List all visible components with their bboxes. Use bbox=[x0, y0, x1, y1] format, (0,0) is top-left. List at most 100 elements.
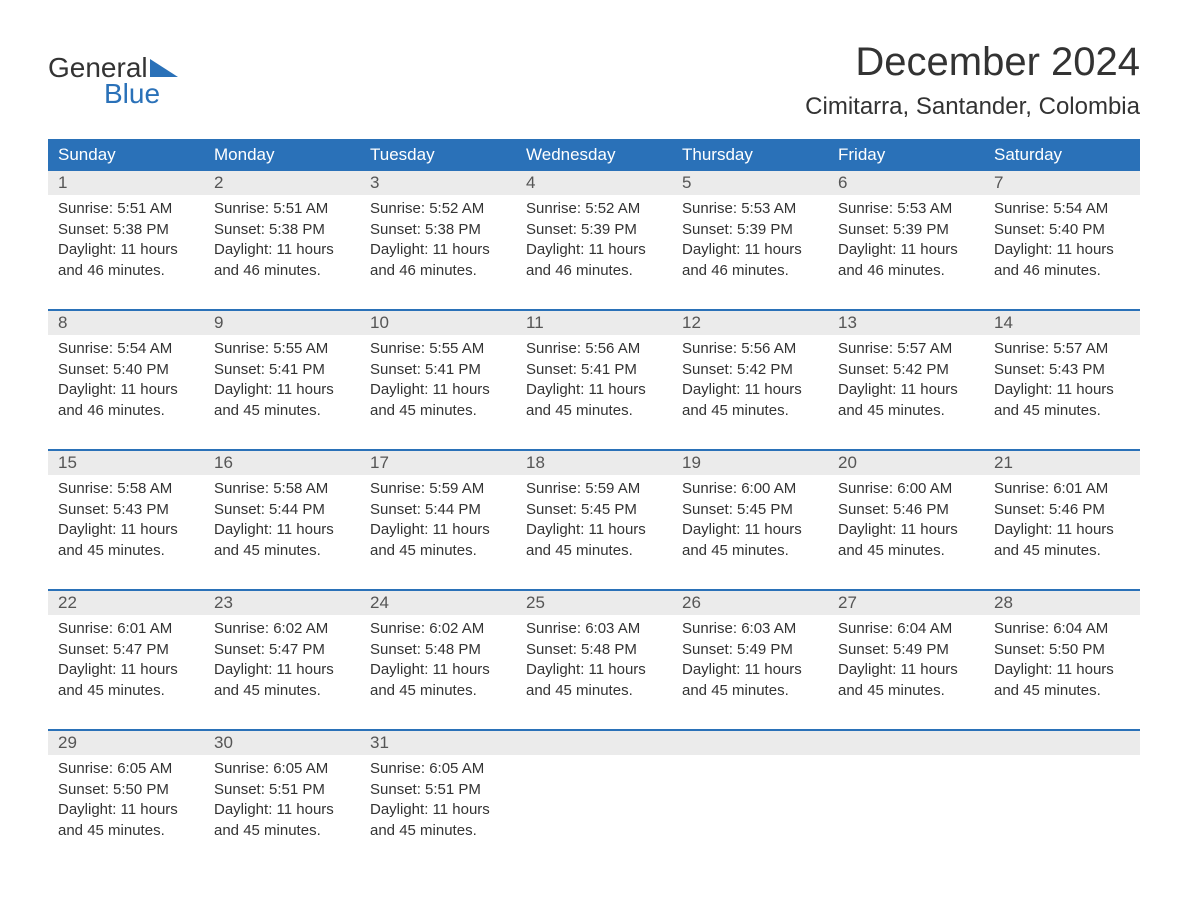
day-header: Wednesday bbox=[516, 139, 672, 171]
sunset-text: Sunset: 5:49 PM bbox=[838, 640, 974, 660]
sunrise-text: Sunrise: 5:52 AM bbox=[370, 199, 506, 219]
sunrise-text: Sunrise: 5:54 AM bbox=[994, 199, 1130, 219]
day-number: 3 bbox=[360, 171, 516, 195]
cell-body: Sunrise: 5:51 AMSunset: 5:38 PMDaylight:… bbox=[48, 195, 204, 289]
sunrise-text: Sunrise: 5:57 AM bbox=[838, 339, 974, 359]
sunset-text: Sunset: 5:39 PM bbox=[526, 220, 662, 240]
day-number: 16 bbox=[204, 451, 360, 475]
daylight1-text: Daylight: 11 hours bbox=[370, 240, 506, 260]
daylight2-text: and 45 minutes. bbox=[994, 401, 1130, 421]
calendar-cell: 16Sunrise: 5:58 AMSunset: 5:44 PMDayligh… bbox=[204, 451, 360, 569]
cell-body: Sunrise: 6:00 AMSunset: 5:45 PMDaylight:… bbox=[672, 475, 828, 569]
calendar-cell: 21Sunrise: 6:01 AMSunset: 5:46 PMDayligh… bbox=[984, 451, 1140, 569]
daylight2-text: and 46 minutes. bbox=[58, 261, 194, 281]
daylight2-text: and 45 minutes. bbox=[370, 401, 506, 421]
calendar-cell: 17Sunrise: 5:59 AMSunset: 5:44 PMDayligh… bbox=[360, 451, 516, 569]
cell-body: Sunrise: 6:01 AMSunset: 5:47 PMDaylight:… bbox=[48, 615, 204, 709]
calendar-cell bbox=[828, 731, 984, 849]
sunset-text: Sunset: 5:47 PM bbox=[214, 640, 350, 660]
daylight1-text: Daylight: 11 hours bbox=[994, 520, 1130, 540]
daylight2-text: and 45 minutes. bbox=[370, 821, 506, 841]
sunset-text: Sunset: 5:41 PM bbox=[214, 360, 350, 380]
daylight1-text: Daylight: 11 hours bbox=[370, 660, 506, 680]
calendar-cell: 2Sunrise: 5:51 AMSunset: 5:38 PMDaylight… bbox=[204, 171, 360, 289]
day-header-row: SundayMondayTuesdayWednesdayThursdayFrid… bbox=[48, 139, 1140, 171]
calendar-cell: 5Sunrise: 5:53 AMSunset: 5:39 PMDaylight… bbox=[672, 171, 828, 289]
week-row: 1Sunrise: 5:51 AMSunset: 5:38 PMDaylight… bbox=[48, 171, 1140, 289]
sunrise-text: Sunrise: 6:05 AM bbox=[214, 759, 350, 779]
calendar-cell: 28Sunrise: 6:04 AMSunset: 5:50 PMDayligh… bbox=[984, 591, 1140, 709]
calendar-cell: 1Sunrise: 5:51 AMSunset: 5:38 PMDaylight… bbox=[48, 171, 204, 289]
sunrise-text: Sunrise: 6:04 AM bbox=[838, 619, 974, 639]
cell-body: Sunrise: 5:53 AMSunset: 5:39 PMDaylight:… bbox=[828, 195, 984, 289]
daylight2-text: and 45 minutes. bbox=[838, 401, 974, 421]
sunrise-text: Sunrise: 5:51 AM bbox=[214, 199, 350, 219]
day-number: 31 bbox=[360, 731, 516, 755]
sunrise-text: Sunrise: 5:53 AM bbox=[682, 199, 818, 219]
daylight1-text: Daylight: 11 hours bbox=[58, 520, 194, 540]
day-number: 10 bbox=[360, 311, 516, 335]
cell-body: Sunrise: 6:02 AMSunset: 5:47 PMDaylight:… bbox=[204, 615, 360, 709]
daylight1-text: Daylight: 11 hours bbox=[214, 800, 350, 820]
cell-body: Sunrise: 5:57 AMSunset: 5:43 PMDaylight:… bbox=[984, 335, 1140, 429]
sunset-text: Sunset: 5:46 PM bbox=[994, 500, 1130, 520]
sunrise-text: Sunrise: 5:59 AM bbox=[526, 479, 662, 499]
page-header: General Blue December 2024 Cimitarra, Sa… bbox=[48, 40, 1140, 121]
cell-body: Sunrise: 5:59 AMSunset: 5:44 PMDaylight:… bbox=[360, 475, 516, 569]
daylight1-text: Daylight: 11 hours bbox=[526, 520, 662, 540]
calendar-cell: 31Sunrise: 6:05 AMSunset: 5:51 PMDayligh… bbox=[360, 731, 516, 849]
calendar-cell: 3Sunrise: 5:52 AMSunset: 5:38 PMDaylight… bbox=[360, 171, 516, 289]
cell-body: Sunrise: 5:52 AMSunset: 5:38 PMDaylight:… bbox=[360, 195, 516, 289]
sunrise-text: Sunrise: 6:05 AM bbox=[58, 759, 194, 779]
daylight2-text: and 45 minutes. bbox=[526, 401, 662, 421]
daylight2-text: and 45 minutes. bbox=[682, 401, 818, 421]
day-number: 25 bbox=[516, 591, 672, 615]
daylight2-text: and 45 minutes. bbox=[58, 821, 194, 841]
sunrise-text: Sunrise: 6:02 AM bbox=[214, 619, 350, 639]
day-number bbox=[828, 731, 984, 755]
sunset-text: Sunset: 5:42 PM bbox=[682, 360, 818, 380]
calendar-cell: 18Sunrise: 5:59 AMSunset: 5:45 PMDayligh… bbox=[516, 451, 672, 569]
sunset-text: Sunset: 5:42 PM bbox=[838, 360, 974, 380]
sunset-text: Sunset: 5:50 PM bbox=[994, 640, 1130, 660]
calendar-cell: 23Sunrise: 6:02 AMSunset: 5:47 PMDayligh… bbox=[204, 591, 360, 709]
calendar-cell: 24Sunrise: 6:02 AMSunset: 5:48 PMDayligh… bbox=[360, 591, 516, 709]
sunset-text: Sunset: 5:47 PM bbox=[58, 640, 194, 660]
day-number bbox=[984, 731, 1140, 755]
calendar-cell: 13Sunrise: 5:57 AMSunset: 5:42 PMDayligh… bbox=[828, 311, 984, 429]
day-number: 27 bbox=[828, 591, 984, 615]
daylight2-text: and 45 minutes. bbox=[682, 541, 818, 561]
cell-body: Sunrise: 6:05 AMSunset: 5:51 PMDaylight:… bbox=[204, 755, 360, 849]
daylight1-text: Daylight: 11 hours bbox=[838, 520, 974, 540]
calendar-cell: 22Sunrise: 6:01 AMSunset: 5:47 PMDayligh… bbox=[48, 591, 204, 709]
sunset-text: Sunset: 5:43 PM bbox=[994, 360, 1130, 380]
cell-body: Sunrise: 6:03 AMSunset: 5:48 PMDaylight:… bbox=[516, 615, 672, 709]
day-number: 6 bbox=[828, 171, 984, 195]
calendar-cell bbox=[984, 731, 1140, 849]
daylight2-text: and 46 minutes. bbox=[58, 401, 194, 421]
sunrise-text: Sunrise: 5:54 AM bbox=[58, 339, 194, 359]
daylight1-text: Daylight: 11 hours bbox=[682, 660, 818, 680]
daylight2-text: and 45 minutes. bbox=[58, 681, 194, 701]
title-block: December 2024 Cimitarra, Santander, Colo… bbox=[805, 40, 1140, 121]
daylight1-text: Daylight: 11 hours bbox=[838, 660, 974, 680]
calendar-cell: 6Sunrise: 5:53 AMSunset: 5:39 PMDaylight… bbox=[828, 171, 984, 289]
cell-body: Sunrise: 5:51 AMSunset: 5:38 PMDaylight:… bbox=[204, 195, 360, 289]
daylight2-text: and 45 minutes. bbox=[370, 681, 506, 701]
daylight1-text: Daylight: 11 hours bbox=[994, 660, 1130, 680]
cell-body: Sunrise: 6:04 AMSunset: 5:50 PMDaylight:… bbox=[984, 615, 1140, 709]
cell-body: Sunrise: 5:57 AMSunset: 5:42 PMDaylight:… bbox=[828, 335, 984, 429]
calendar-cell bbox=[516, 731, 672, 849]
day-number bbox=[516, 731, 672, 755]
sunset-text: Sunset: 5:46 PM bbox=[838, 500, 974, 520]
daylight1-text: Daylight: 11 hours bbox=[526, 380, 662, 400]
sunset-text: Sunset: 5:38 PM bbox=[370, 220, 506, 240]
cell-body: Sunrise: 5:58 AMSunset: 5:43 PMDaylight:… bbox=[48, 475, 204, 569]
sunrise-text: Sunrise: 5:53 AM bbox=[838, 199, 974, 219]
daylight1-text: Daylight: 11 hours bbox=[526, 660, 662, 680]
day-number: 13 bbox=[828, 311, 984, 335]
sunset-text: Sunset: 5:48 PM bbox=[526, 640, 662, 660]
sunset-text: Sunset: 5:48 PM bbox=[370, 640, 506, 660]
daylight2-text: and 45 minutes. bbox=[526, 681, 662, 701]
sunrise-text: Sunrise: 6:01 AM bbox=[58, 619, 194, 639]
